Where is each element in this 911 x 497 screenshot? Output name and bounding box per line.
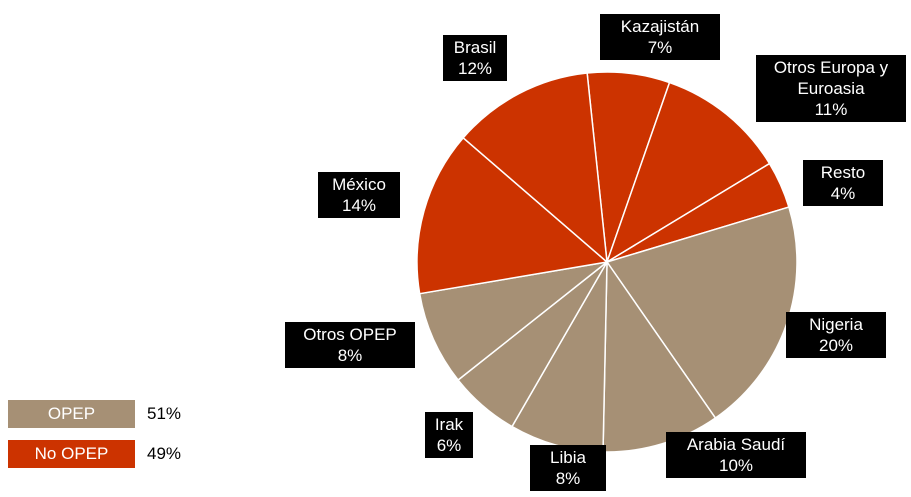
slice-label: Resto 4% [803,160,883,206]
pie-slice [418,261,608,382]
slice-label: Irak 6% [425,412,473,458]
slice-label: Arabia Saudí 10% [666,432,806,478]
legend-value-text: 51% [147,404,182,423]
slice-percent: 10% [718,456,754,475]
slice-percent: 11% [814,100,848,119]
pie-slice [462,72,608,264]
slice-name: Arabia Saudí [686,435,786,454]
slice-percent: 12% [457,59,493,78]
slice-percent: 14% [341,196,377,215]
slice-label: México 14% [318,172,400,218]
legend-swatch: OPEP [8,400,135,428]
slice-percent: 20% [818,336,854,355]
pie-slice [602,259,717,453]
slice-label: Kazajistán 7% [600,14,720,60]
slice-name: Otros OPEP [303,325,397,344]
slice-name: México [332,175,386,194]
slice-name: Brasil [453,38,497,57]
slice-name: Resto [820,163,866,182]
slice-percent: 4% [830,184,856,203]
slice-name: Nigeria [809,315,863,334]
legend-swatch: No OPEP [8,440,135,468]
legend-name: No OPEP [34,444,109,463]
slice-percent: 7% [647,38,673,57]
legend-value: 51% [147,400,181,428]
slice-label: Otros OPEP 8% [285,322,415,368]
slice-label: Libia 8% [530,445,606,491]
slice-percent: 6% [436,436,462,455]
slice-percent: 8% [337,346,363,365]
slice-label: Nigeria 20% [786,312,886,358]
legend-value: 49% [147,440,181,468]
slice-label: Otros Europa y Euroasia 11% [756,55,906,122]
legend-value-text: 49% [147,444,182,463]
slice-percent: 8% [555,469,581,488]
legend-name: OPEP [47,404,96,423]
pie-slice [605,81,771,264]
slice-label: Brasil 12% [443,35,507,81]
slice-name: Otros Europa y Euroasia [773,58,889,98]
slice-name: Kazajistán [620,17,700,36]
slice-name: Libia [550,448,586,467]
slice-name: Irak [434,415,464,434]
pie-slice [416,136,609,295]
